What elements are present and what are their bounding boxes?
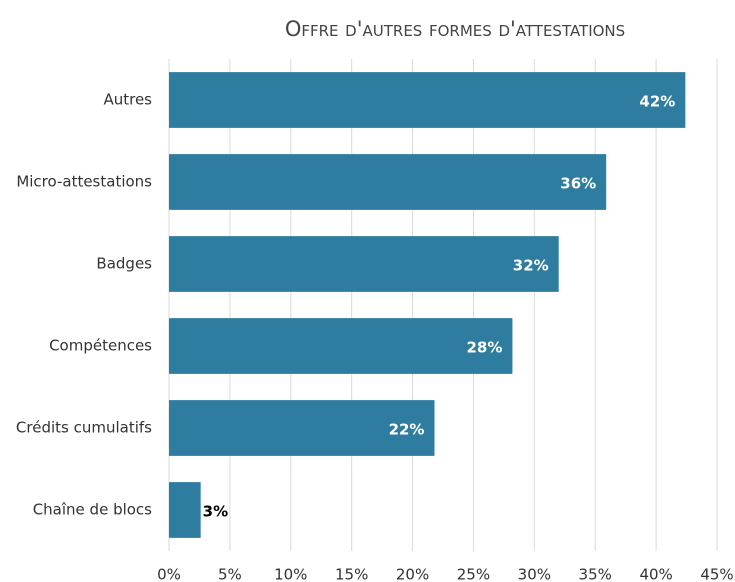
x-tick-label: 0% xyxy=(157,566,181,582)
y-tick-label: Chaîne de blocs xyxy=(33,501,152,519)
chart-title: Offre d'autres formes d'attestations xyxy=(285,17,625,41)
x-tick-label: 25% xyxy=(457,566,490,582)
x-tick-label: 10% xyxy=(274,566,307,582)
bar xyxy=(169,400,435,456)
value-label: 42% xyxy=(639,93,675,111)
x-tick-label: 30% xyxy=(518,566,551,582)
bar xyxy=(169,482,201,538)
bar xyxy=(169,318,513,374)
y-tick-label: Compétences xyxy=(49,337,152,355)
y-tick-label: Badges xyxy=(96,255,152,273)
x-tick-label: 45% xyxy=(700,566,733,582)
x-tick-label: 5% xyxy=(218,566,242,582)
bar xyxy=(169,154,607,210)
value-label: 36% xyxy=(560,175,596,193)
x-tick-label: 35% xyxy=(579,566,612,582)
x-tick-label: 20% xyxy=(396,566,429,582)
y-tick-label: Crédits cumulatifs xyxy=(16,419,152,437)
x-tick-label: 15% xyxy=(335,566,368,582)
value-label: 28% xyxy=(467,339,503,357)
value-label: 3% xyxy=(203,503,228,521)
y-tick-label: Autres xyxy=(103,91,152,109)
y-tick-label: Micro-attestations xyxy=(16,173,152,191)
x-tick-label: 40% xyxy=(639,566,672,582)
bar xyxy=(169,236,559,292)
value-label: 22% xyxy=(389,421,425,439)
bar xyxy=(169,72,686,128)
value-label: 32% xyxy=(513,257,549,275)
